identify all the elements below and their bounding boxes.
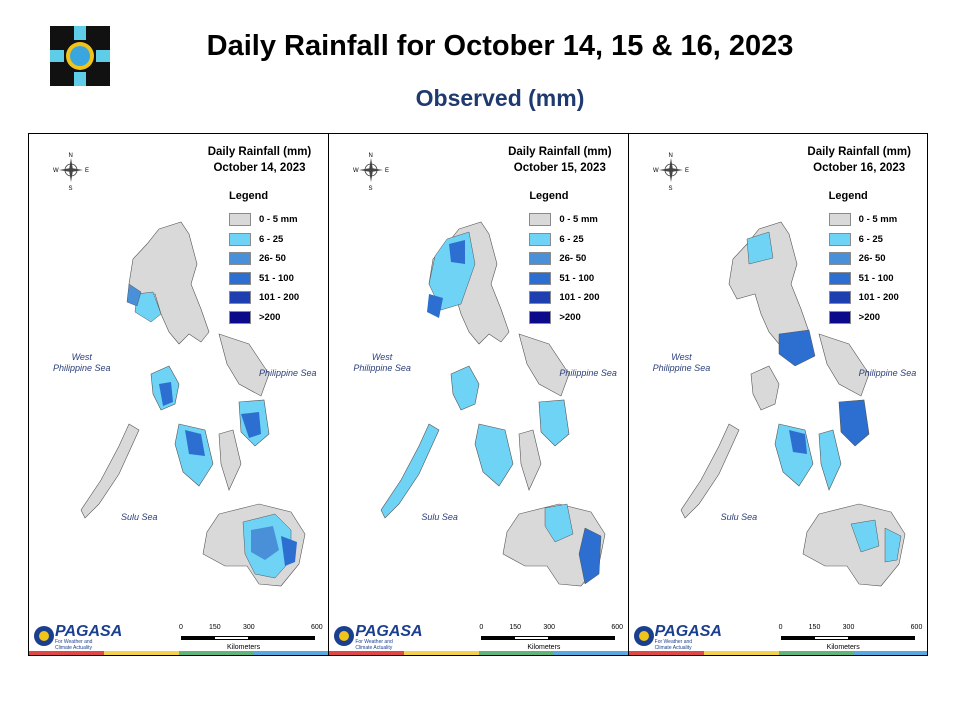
panel-title: Daily Rainfall (mm) October 15, 2023 <box>497 144 622 176</box>
page-subtitle: Observed (mm) <box>415 85 585 111</box>
sea-label-west: West Philippine Sea <box>53 352 111 373</box>
philippines-rainfall-map: N S W E <box>653 153 905 587</box>
panel-heading: Daily Rainfall (mm) <box>807 146 911 158</box>
legend-item: 6 - 25 <box>529 230 599 250</box>
legend-item: 6 - 25 <box>229 230 299 250</box>
legend-item: 0 - 5 mm <box>229 210 299 230</box>
svg-text:N: N <box>369 153 373 159</box>
svg-text:W: W <box>353 168 359 174</box>
legend-item: 26- 50 <box>229 249 299 269</box>
pagasa-brand-logo: PAGASA For Weather and Climate Actuality <box>333 611 423 651</box>
svg-text:N: N <box>69 153 73 159</box>
panel-title: Daily Rainfall (mm) October 16, 2023 <box>797 144 922 176</box>
svg-text:W: W <box>53 168 59 174</box>
legend: 0 - 5 mm 6 - 25 26- 50 51 - 100 101 - 20… <box>229 210 299 327</box>
sea-label-east: Philippine Sea <box>858 368 917 378</box>
legend: 0 - 5 mm 6 - 25 26- 50 51 - 100 101 - 20… <box>828 210 899 328</box>
panel-date: October 14, 2023 <box>213 162 306 174</box>
legend-title: Legend <box>229 190 269 202</box>
legend-item: 101 - 200 <box>529 288 599 308</box>
legend-item: 51 - 100 <box>529 269 599 289</box>
philippines-rainfall-map: N S W E <box>353 153 606 587</box>
legend: 0 - 5 mm 6 - 25 26- 50 51 - 100 101 - 20… <box>529 210 599 327</box>
compass-rose-icon: N S W E <box>53 153 89 192</box>
panel-date: October 16, 2023 <box>813 162 906 174</box>
page-title: Daily Rainfall for October 14, 15 & 16, … <box>206 30 794 62</box>
compass-rose-icon: N S W E <box>353 153 389 192</box>
legend-title: Legend <box>828 190 868 202</box>
sea-label-west: West Philippine Sea <box>652 352 711 373</box>
legend-item: 6 - 25 <box>828 230 899 250</box>
svg-text:S: S <box>69 186 73 192</box>
panel-date: October 15, 2023 <box>513 162 606 174</box>
color-stripe <box>29 651 329 655</box>
svg-text:S: S <box>668 186 672 192</box>
color-stripe <box>628 651 927 655</box>
svg-text:E: E <box>685 168 689 174</box>
sea-label-sulu: Sulu Sea <box>421 512 458 522</box>
legend-item: 26- 50 <box>529 249 599 269</box>
svg-text:E: E <box>385 168 389 174</box>
panel-title: Daily Rainfall (mm) October 14, 2023 <box>197 144 322 176</box>
legend-item: 0 - 5 mm <box>828 210 899 230</box>
scale-bar: 0 150 300 600 Kilometers <box>778 624 923 651</box>
scale-bar: 0 150 300 600 Kilometers <box>479 624 624 651</box>
compass-rose-icon: N S W E <box>653 153 689 192</box>
sea-label-sulu: Sulu Sea <box>121 512 158 522</box>
legend-item: >200 <box>828 308 899 328</box>
panel-heading: Daily Rainfall (mm) <box>508 146 612 158</box>
sea-label-sulu: Sulu Sea <box>720 512 758 522</box>
legend-item: 0 - 5 mm <box>529 210 599 230</box>
scale-bar: 0 150 300 600 Kilometers <box>179 624 323 651</box>
legend-item: 51 - 100 <box>828 269 899 289</box>
pagasa-brand-logo: PAGASA For Weather and Climate Actuality <box>33 611 122 651</box>
pagasa-brand-logo: PAGASA For Weather and Climate Actuality <box>633 611 722 651</box>
pagasa-seal-logo <box>50 26 110 86</box>
map-panel-oct-16: N S W E Daily Rainfall (mm) October 16, 20… <box>627 134 927 655</box>
philippines-rainfall-map: N S W E <box>53 153 306 587</box>
color-stripe <box>329 651 628 655</box>
legend-item: >200 <box>229 308 299 328</box>
svg-text:S: S <box>369 186 373 192</box>
sea-label-east: Philippine Sea <box>559 368 617 378</box>
legend-item: 101 - 200 <box>828 288 899 308</box>
legend-item: 26- 50 <box>828 249 899 269</box>
panel-heading: Daily Rainfall (mm) <box>207 146 312 158</box>
legend-item: 101 - 200 <box>229 288 299 308</box>
legend-item: 51 - 100 <box>229 269 299 289</box>
legend-item: >200 <box>529 308 599 328</box>
map-panel-oct-15: N S W E Daily Rainfall (mm) October 15, 20… <box>328 134 628 655</box>
legend-title: Legend <box>529 190 569 202</box>
sea-label-east: Philippine Sea <box>259 368 317 378</box>
svg-text:E: E <box>85 168 89 174</box>
svg-text:N: N <box>668 153 672 159</box>
svg-text:W: W <box>653 168 659 174</box>
sea-label-west: West Philippine Sea <box>353 352 411 373</box>
